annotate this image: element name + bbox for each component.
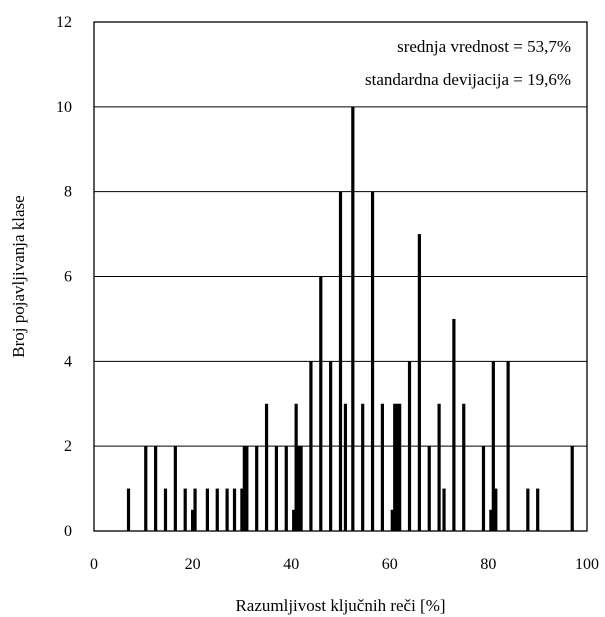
x-tick-label: 80	[480, 556, 496, 573]
x-axis-ticks: 0 20 40 60 80 100	[90, 556, 599, 573]
x-axis-label: Razumljivost ključnih reči [%]	[235, 596, 445, 615]
bar	[154, 446, 158, 531]
bar	[232, 488, 237, 531]
bar	[351, 106, 355, 531]
bar	[193, 488, 197, 531]
y-axis-label: Broj pojavljivanja klase	[9, 195, 28, 357]
bar	[380, 403, 385, 531]
bar	[292, 509, 296, 531]
bar	[299, 446, 303, 531]
bar	[126, 488, 131, 531]
bar	[215, 488, 219, 531]
bar	[183, 488, 187, 531]
bar	[296, 446, 301, 531]
y-tick-label: 4	[64, 353, 72, 370]
x-tick-label: 60	[382, 556, 398, 573]
y-tick-label: 2	[64, 438, 72, 455]
x-tick-label: 20	[185, 556, 201, 573]
bar	[294, 403, 298, 531]
bar	[417, 234, 421, 532]
y-tick-label: 6	[64, 269, 72, 286]
bar	[452, 318, 456, 531]
x-tick-label: 0	[90, 556, 98, 573]
y-axis-ticks: 0 2 4 6 8 10 12	[56, 14, 72, 540]
bar	[309, 361, 313, 531]
bar	[526, 488, 530, 531]
bar	[319, 276, 323, 531]
bar	[191, 509, 195, 531]
bar	[264, 403, 269, 531]
bar	[494, 488, 498, 531]
y-tick-label: 0	[64, 523, 72, 540]
bar	[489, 509, 493, 531]
y-tick-label: 12	[56, 14, 72, 31]
bar	[284, 446, 288, 531]
bars	[126, 106, 574, 532]
bar	[393, 403, 397, 531]
x-tick-label: 100	[575, 556, 599, 573]
bar	[491, 361, 495, 531]
bar	[144, 446, 148, 531]
bar	[398, 403, 402, 531]
bar	[390, 509, 394, 531]
annotation-stddev: standardna devijacija = 19,6%	[365, 70, 571, 89]
bar	[570, 446, 574, 531]
bar	[255, 446, 259, 531]
plot-frame	[93, 21, 588, 532]
bar	[225, 488, 229, 531]
bar	[481, 446, 486, 531]
y-tick-label: 8	[64, 184, 72, 201]
x-tick-label: 40	[283, 556, 299, 573]
bar	[427, 446, 431, 531]
bar	[242, 446, 246, 531]
bar	[329, 361, 333, 531]
bar	[338, 191, 343, 531]
bar	[343, 403, 348, 531]
bar	[370, 191, 375, 531]
bar	[361, 403, 365, 531]
bar	[274, 446, 279, 531]
bar	[240, 488, 244, 531]
bar	[205, 488, 209, 531]
bar	[462, 403, 466, 531]
bar	[163, 488, 168, 531]
bar	[442, 488, 446, 531]
bar	[245, 446, 249, 531]
bar	[395, 403, 399, 531]
bar	[173, 446, 177, 531]
bar	[437, 403, 441, 531]
y-tick-label: 10	[56, 99, 72, 116]
annotation-mean: srednja vrednost = 53,7%	[397, 37, 571, 56]
bar	[506, 361, 510, 531]
bar	[536, 488, 540, 531]
bar	[407, 361, 412, 531]
